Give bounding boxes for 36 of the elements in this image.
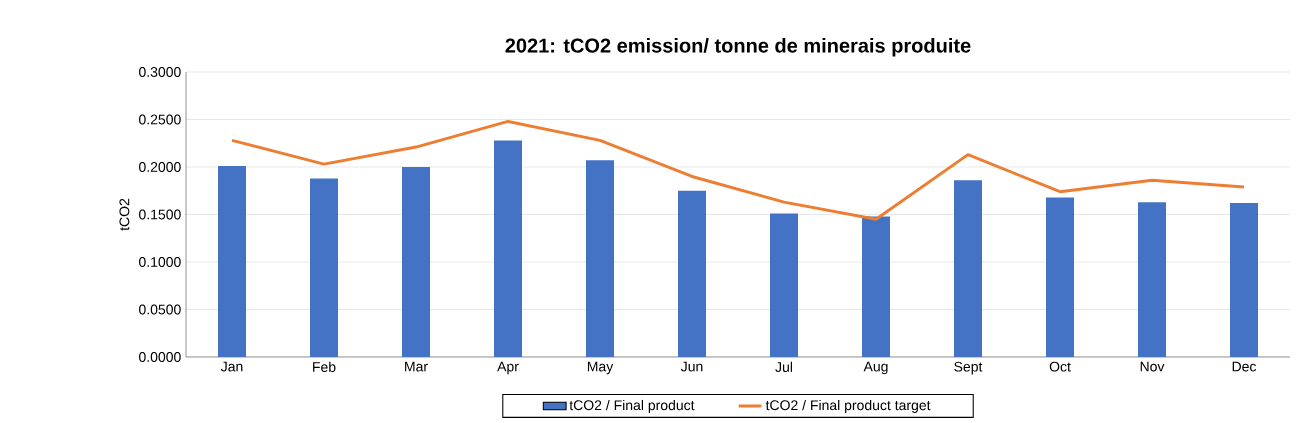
bar — [586, 160, 615, 357]
x-tick-label: Jan — [220, 361, 243, 372]
x-tick-label: Oct — [1049, 361, 1071, 372]
x-tick-label: Sept — [954, 361, 983, 375]
bar — [310, 178, 339, 357]
x-tick-label: May — [587, 361, 614, 375]
bar — [1230, 203, 1258, 357]
line-series — [230, 119, 1246, 221]
legend-label: tCO2 / Final product — [569, 399, 695, 413]
y-tick-label: 0.1500 — [139, 209, 181, 220]
legend-label: tCO2 / Final product target — [765, 399, 931, 413]
y-tick-label: 0.3000 — [139, 67, 181, 77]
y-axis-title: tCO2 — [119, 198, 130, 231]
x-tick-label: Jun — [680, 361, 703, 372]
bar — [1138, 202, 1166, 357]
bar — [862, 216, 891, 357]
chart-title: 2021: tCO2 emission/ tonne de minerais produite — [505, 37, 971, 57]
x-tick-label: Dec — [1232, 361, 1257, 372]
x-tick-label: Jul — [775, 361, 793, 372]
bar — [678, 190, 707, 357]
y-tick-label: 0.0500 — [139, 304, 181, 315]
y-tick-label: 0.2500 — [139, 114, 181, 125]
x-tick-label: Apr — [497, 361, 519, 375]
bar — [770, 213, 798, 357]
bar — [402, 166, 431, 357]
y-tick-label: 0.2000 — [139, 162, 181, 172]
bar — [954, 180, 982, 357]
bar — [1046, 197, 1074, 357]
x-tick-label: Aug — [863, 361, 888, 375]
x-tick-label: Mar — [405, 361, 428, 372]
y-tick-label: 0.1000 — [139, 257, 181, 267]
bar — [218, 166, 247, 357]
y-tick-label: 0.0000 — [139, 352, 181, 362]
x-tick-label: Nov — [1140, 361, 1165, 372]
bar — [494, 140, 523, 357]
x-tick-label: Feb — [313, 361, 336, 372]
